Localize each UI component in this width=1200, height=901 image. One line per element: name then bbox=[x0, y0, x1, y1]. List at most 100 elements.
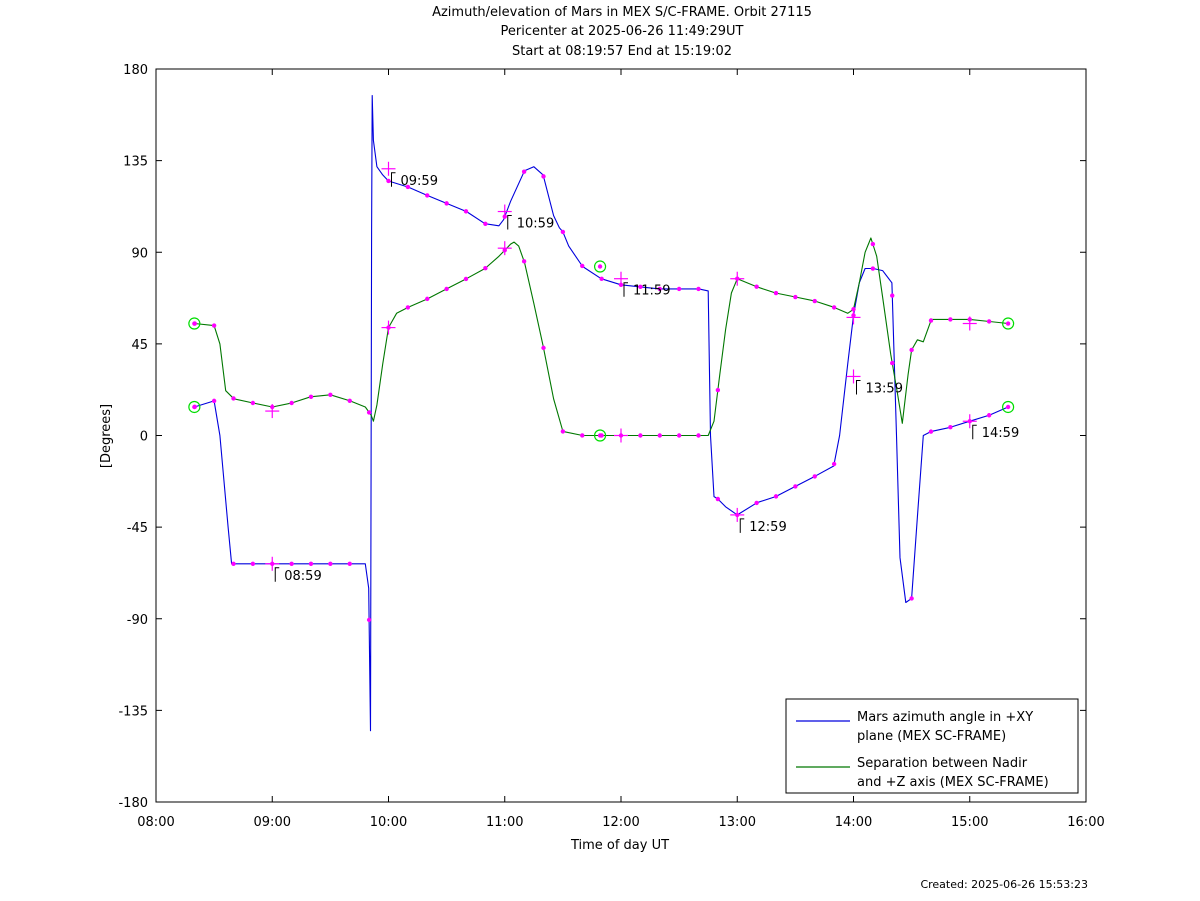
sample-dot bbox=[444, 286, 449, 292]
sample-dot bbox=[754, 284, 759, 289]
sample-dot bbox=[425, 296, 430, 302]
legend-box bbox=[785, 698, 1079, 794]
sample-dot bbox=[250, 400, 256, 406]
annotation-leader bbox=[274, 567, 280, 582]
sample-dot bbox=[463, 209, 469, 214]
sample-dot bbox=[676, 286, 682, 292]
endpoint-dot bbox=[1005, 321, 1011, 326]
sample-dot bbox=[308, 394, 314, 399]
legend-label-0: plane (MEX SC-FRAME) bbox=[857, 729, 1006, 744]
sample-dot bbox=[541, 174, 546, 179]
sample-dot bbox=[250, 561, 256, 566]
sample-dot bbox=[928, 429, 934, 434]
sample-dot bbox=[580, 263, 585, 269]
annotation-label: 14:59 bbox=[982, 426, 1019, 441]
annotation-label: 08:59 bbox=[284, 569, 321, 584]
sample-dot bbox=[948, 425, 953, 430]
sample-dot bbox=[289, 561, 294, 566]
created-timestamp: Created: 2025-06-26 15:53:23 bbox=[920, 878, 1088, 891]
sample-dot bbox=[851, 307, 856, 312]
annotation-label: 10:59 bbox=[517, 217, 554, 232]
endpoint-dot bbox=[1005, 404, 1011, 410]
chart-title-line-3: Start at 08:19:57 End at 15:19:02 bbox=[511, 44, 733, 59]
sample-dot bbox=[909, 596, 914, 601]
annotation-leader bbox=[507, 215, 512, 230]
endpoint-circle-marker bbox=[1002, 317, 1015, 330]
sample-dot bbox=[948, 317, 953, 322]
sample-dot bbox=[657, 433, 662, 438]
y-axis-label: [Degrees] bbox=[99, 404, 114, 468]
endpoint-circle-marker bbox=[593, 260, 607, 273]
sample-dot bbox=[870, 241, 876, 247]
x-axis-label: Time of day UT bbox=[570, 838, 669, 853]
sample-dot bbox=[870, 266, 876, 271]
endpoint-dot bbox=[597, 264, 603, 269]
y-tick-label: -180 bbox=[118, 796, 148, 811]
x-tick-label: 13:00 bbox=[719, 815, 756, 830]
sample-dot bbox=[773, 290, 779, 296]
chart-title-line-2: Pericenter at 2025-06-26 11:49:29UT bbox=[500, 24, 744, 39]
annotation-leader bbox=[856, 379, 861, 395]
axes-and-ticks: 08:00 09:00 10:00 11:00 12:00 13:00 14:00 15:00… bbox=[118, 63, 1104, 830]
endpoint-circle-marker bbox=[188, 400, 201, 414]
endpoint-dot bbox=[192, 404, 197, 410]
y-tick-label: 90 bbox=[131, 246, 148, 261]
endpoint-circle-marker bbox=[593, 429, 607, 442]
sample-dot bbox=[793, 484, 798, 489]
sample-dot bbox=[715, 496, 721, 502]
sample-dot bbox=[560, 229, 566, 235]
legend-label-0: Mars azimuth angle in +XY bbox=[857, 710, 1033, 725]
y-tick-label: 0 bbox=[140, 430, 148, 445]
sample-dot bbox=[657, 286, 662, 292]
sample-dot bbox=[812, 298, 817, 304]
sample-dot bbox=[560, 429, 566, 434]
sample-dot bbox=[696, 433, 701, 438]
sample-dot bbox=[638, 284, 643, 290]
sample-dot bbox=[289, 400, 294, 406]
annotation-leader bbox=[623, 282, 628, 297]
endpoint-circle-marker bbox=[1002, 400, 1015, 414]
x-tick-label: 09:00 bbox=[254, 815, 291, 830]
sample-dot bbox=[773, 494, 779, 499]
y-tick-label: -90 bbox=[127, 613, 148, 628]
sample-dot bbox=[599, 276, 604, 282]
series-lines bbox=[194, 94, 1009, 732]
sample-dot bbox=[366, 410, 372, 415]
sample-dot bbox=[405, 305, 411, 310]
sample-dot bbox=[347, 561, 352, 566]
annotation-leader bbox=[739, 518, 745, 533]
endpoint-dot bbox=[192, 321, 197, 326]
sample-dot bbox=[715, 387, 721, 393]
x-tick-label: 12:00 bbox=[602, 815, 639, 830]
x-tick-label: 15:00 bbox=[951, 815, 988, 830]
annotation-leader bbox=[972, 424, 977, 440]
sample-dot bbox=[696, 286, 701, 292]
sample-dot bbox=[676, 433, 682, 438]
sample-dot bbox=[812, 474, 817, 479]
sample-dot bbox=[831, 461, 837, 467]
sample-dot bbox=[463, 276, 469, 282]
sample-dot bbox=[328, 561, 333, 566]
sample-dot bbox=[347, 398, 352, 403]
sample-dot bbox=[521, 169, 527, 174]
x-tick-label: 16:00 bbox=[1067, 815, 1104, 830]
legend-label-1: and +Z axis (MEX SC-FRAME) bbox=[857, 775, 1049, 790]
sample-dot bbox=[231, 561, 236, 566]
x-tick-label: 10:00 bbox=[370, 815, 407, 830]
sample-dot bbox=[386, 178, 391, 184]
annotation-label: 11:59 bbox=[633, 284, 670, 299]
annotation-leader bbox=[391, 172, 396, 187]
y-tick-label: 135 bbox=[123, 155, 148, 170]
sample-dot bbox=[541, 345, 546, 351]
y-tick-label: 180 bbox=[123, 63, 148, 78]
sample-dot bbox=[483, 265, 488, 271]
sample-dot bbox=[793, 294, 798, 300]
endpoint-dot bbox=[597, 433, 603, 438]
chart-title-line-1: Azimuth/elevation of Mars in MEX S/C-FRA… bbox=[432, 5, 812, 20]
sample-dot bbox=[483, 221, 488, 227]
data-markers bbox=[188, 161, 1015, 623]
x-tick-label: 08:00 bbox=[137, 815, 174, 830]
sample-dot bbox=[890, 293, 895, 298]
sample-dot bbox=[425, 193, 430, 198]
y-tick-label: -135 bbox=[118, 704, 148, 719]
